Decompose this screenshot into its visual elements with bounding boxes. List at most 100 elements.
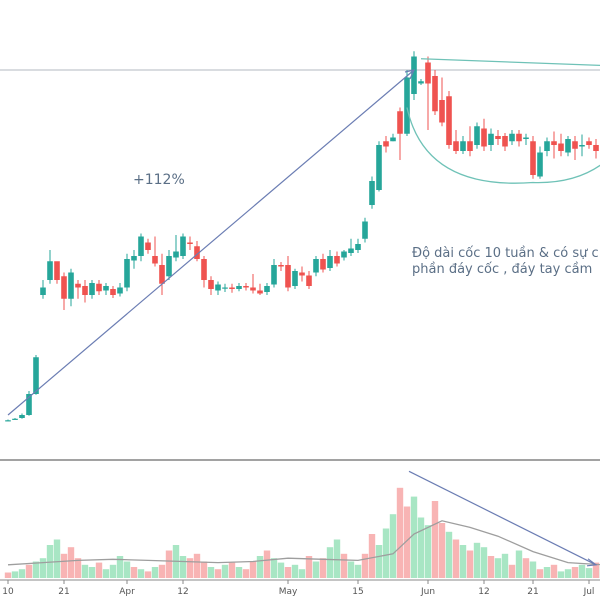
candle-body [586, 141, 592, 145]
volume-bar [138, 569, 144, 578]
candle-body [243, 286, 249, 288]
volume-bar [446, 532, 452, 578]
volume-bar [257, 556, 263, 578]
candle-body [369, 181, 375, 205]
candle-body [89, 283, 95, 295]
x-tick-label: 12 [177, 587, 188, 597]
candle-body [278, 265, 284, 267]
volume-bar [201, 562, 207, 579]
candle-body [502, 136, 508, 147]
volume-bar [495, 558, 501, 578]
volume-bar [26, 565, 32, 578]
candle-body [348, 249, 354, 254]
volume-bar [537, 569, 543, 578]
candle-body [40, 288, 46, 296]
candle-body [376, 145, 382, 190]
volume-bar [96, 563, 102, 578]
volume-bar [145, 571, 151, 578]
volume-bar [502, 554, 508, 578]
x-tick-label: Apr [119, 587, 135, 597]
volume-bar [516, 551, 522, 579]
candle-body [579, 145, 585, 147]
candle-body [131, 256, 137, 261]
candle-body [236, 286, 242, 289]
candle-body [530, 141, 536, 175]
volume-bar [334, 540, 340, 579]
volume-bar [572, 567, 578, 578]
candle-body [5, 420, 11, 421]
x-tick-label: 21 [58, 587, 69, 597]
volume-bar [208, 567, 214, 578]
volume-bar [12, 571, 18, 578]
candle-body [481, 129, 487, 147]
volume-bar [285, 567, 291, 578]
candle-body [397, 111, 403, 134]
rise-trend-line [8, 70, 414, 415]
volume-bar [229, 563, 235, 578]
candle-body [474, 126, 480, 145]
candle-body [229, 288, 235, 290]
volume-bar [82, 565, 88, 578]
x-tick-label: 21 [527, 587, 538, 597]
candle-body [271, 265, 277, 285]
gain-annotation: +112% [133, 172, 185, 188]
volume-bar [376, 545, 382, 578]
candle-body [418, 81, 424, 83]
candle-body [558, 144, 564, 152]
volume-bar [33, 562, 39, 579]
candle-body [453, 141, 459, 151]
volume-bar [530, 562, 536, 579]
volume-bar [432, 501, 438, 578]
x-tick-label: 12 [478, 587, 489, 597]
candle-body [327, 256, 333, 268]
candle-body [551, 141, 557, 145]
volume-bar [180, 556, 186, 578]
volume-bar [579, 565, 585, 578]
volume-bar [103, 569, 109, 578]
x-tick-label: May [279, 587, 298, 597]
candle-body [355, 244, 361, 250]
candle-body [362, 222, 368, 239]
candle-body [425, 63, 431, 84]
volume-bar [488, 556, 494, 578]
candle-body [75, 284, 81, 288]
candle-body [250, 288, 256, 291]
x-tick-label: Jul [583, 587, 595, 597]
volume-bar [264, 551, 270, 579]
candle-body [383, 141, 389, 146]
volume-bar [152, 567, 158, 578]
volume-bar [586, 568, 592, 578]
candle-body [110, 289, 116, 295]
volume-bar [236, 567, 242, 578]
volume-bar [54, 540, 60, 579]
candle-body [390, 138, 396, 142]
candle-body [180, 237, 186, 257]
candle-body [516, 134, 522, 142]
candle-body [103, 286, 109, 291]
candle-body [292, 271, 298, 286]
candle-body [166, 256, 172, 276]
volume-bar [299, 569, 305, 578]
handle-resistance-line [421, 59, 600, 67]
volume-bar [481, 547, 487, 578]
volume-bar [271, 558, 277, 578]
volume-bar [124, 562, 130, 579]
volume-bar [474, 543, 480, 578]
volume-bar [215, 569, 221, 578]
candle-body [572, 141, 578, 149]
candle-body [159, 265, 165, 284]
volume-bar [89, 567, 95, 578]
candle-body [341, 252, 347, 258]
volume-bar [383, 529, 389, 579]
candle-body [488, 134, 494, 145]
x-tick-label: 15 [352, 587, 363, 597]
volume-bar [523, 558, 529, 578]
volume-bar [369, 534, 375, 578]
candle-body [593, 145, 599, 151]
volume-bar [243, 569, 249, 578]
volume-bar [313, 562, 319, 579]
candle-body [537, 153, 543, 177]
volume-bar [551, 565, 557, 578]
candle-body [467, 141, 473, 151]
